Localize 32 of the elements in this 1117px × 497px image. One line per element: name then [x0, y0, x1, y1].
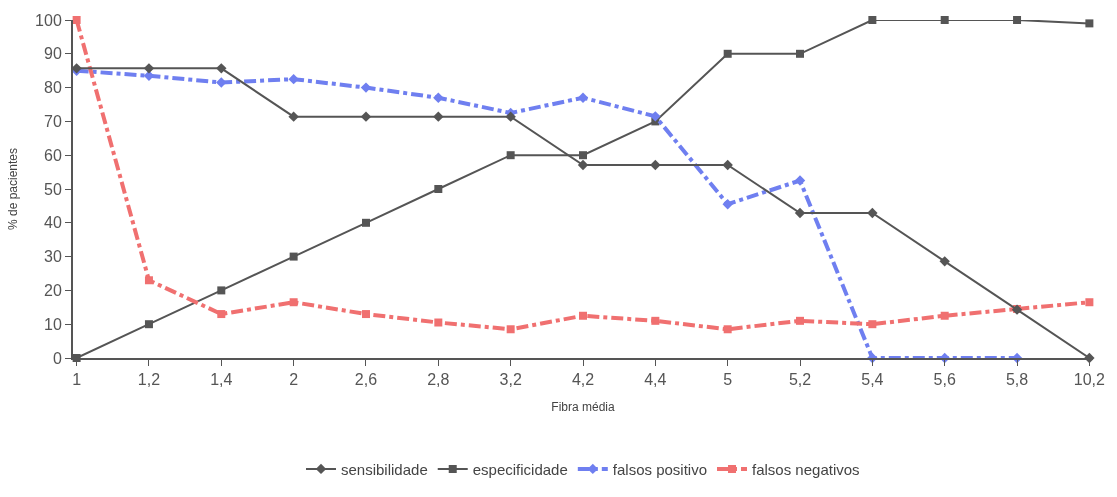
x-tick-label: 1,2: [137, 371, 161, 389]
y-tick-label: 0: [52, 349, 62, 367]
legend-label: sensibilidade: [341, 460, 428, 478]
x-tick-label: 5,8: [1005, 371, 1029, 389]
y-tick-label: 70: [44, 113, 62, 130]
x-tick-label: 5,4: [861, 371, 884, 389]
x-tick-label: 4,2: [571, 371, 595, 389]
y-axis-title: % de pacientes: [5, 147, 20, 231]
x-tick-label: 1: [72, 371, 82, 389]
x-tick-label: 5,2: [788, 371, 812, 389]
x-tick-label: 2: [289, 371, 299, 389]
x-tick-label: 5: [723, 371, 733, 389]
y-tick-label: 60: [44, 146, 62, 164]
y-tick-label: 20: [44, 282, 62, 299]
x-tick-label: 2,6: [354, 371, 378, 389]
legend-label: falsos negativos: [752, 460, 860, 478]
y-tick-label: 10: [44, 315, 62, 333]
x-tick-label: 5,6: [933, 371, 956, 389]
y-tick-label: 90: [44, 45, 62, 63]
x-tick-label: 4,4: [644, 371, 667, 389]
y-tick-label: 30: [44, 248, 62, 266]
y-tick-label: 80: [44, 79, 62, 97]
x-tick-label: 1,4: [210, 371, 233, 389]
legend-label: falsos positivo: [612, 460, 708, 478]
legend-label: especificidade: [472, 460, 568, 478]
x-axis-title: Fibra média: [551, 399, 615, 414]
y-tick-label: 50: [44, 180, 62, 198]
x-tick-label: 10,2: [1073, 371, 1106, 389]
x-tick-label: 2,8: [427, 371, 450, 389]
y-tick-label: 100: [35, 11, 62, 29]
y-tick-label: 40: [44, 214, 62, 232]
x-tick-label: 3,2: [499, 371, 522, 389]
